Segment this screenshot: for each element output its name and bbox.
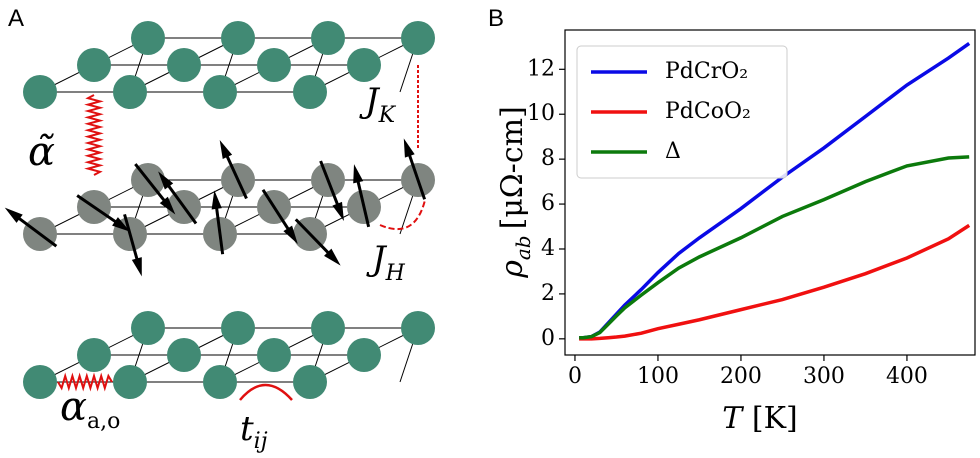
- atom: [401, 21, 435, 55]
- y-tick-label: 6: [541, 191, 555, 216]
- atom: [113, 365, 147, 399]
- atom: [131, 311, 165, 345]
- atom: [221, 311, 255, 345]
- y-axis-label: ρab [μΩ-cm]: [495, 106, 535, 279]
- atom: [167, 48, 201, 82]
- x-tick-label: 400: [886, 364, 928, 389]
- atom: [23, 75, 57, 109]
- x-tick-label: 0: [568, 364, 582, 389]
- symbol: J: [359, 81, 381, 121]
- subscript: a,o: [87, 409, 120, 434]
- coupling-label: αa,o: [60, 384, 120, 434]
- unit: [μΩ-cm]: [495, 106, 530, 229]
- spin-arrowhead: [112, 217, 131, 232]
- spin-arrowhead: [211, 190, 222, 210]
- atom: [131, 21, 165, 55]
- y-tick-label: 10: [527, 101, 555, 126]
- symbol: T: [722, 401, 744, 436]
- coupling-label: α̃: [28, 129, 55, 175]
- legend-label: PdCoO₂: [665, 99, 751, 124]
- spin-arrow: [319, 160, 342, 213]
- atom: [77, 48, 111, 82]
- spin-arrowhead: [158, 171, 174, 190]
- atom: [257, 48, 291, 82]
- subscript: K: [378, 103, 397, 128]
- x-tick-label: 100: [637, 364, 679, 389]
- panel-label: A: [8, 5, 24, 32]
- spin-arrowhead: [332, 201, 344, 222]
- x-tick-label: 200: [720, 364, 762, 389]
- coupling-link: [379, 199, 426, 230]
- x-tick-label: 300: [803, 364, 845, 389]
- y-tick-label: 2: [541, 281, 555, 306]
- y-tick-label: 12: [527, 56, 555, 81]
- spin-arrow: [123, 213, 141, 268]
- symbol: t: [240, 409, 254, 449]
- plot-frame: [564, 29, 976, 356]
- atom: [401, 311, 435, 345]
- symbol: α: [60, 384, 87, 430]
- subscript: ij: [254, 429, 268, 454]
- atom: [293, 365, 327, 399]
- atom: [23, 365, 57, 399]
- spin-arrow: [162, 178, 198, 225]
- coupling-label: JK: [359, 81, 397, 128]
- legend-box: [576, 45, 788, 179]
- spin-arrow: [405, 147, 427, 200]
- spin-arrow: [134, 163, 171, 208]
- spring: [84, 94, 104, 176]
- spin-arrowhead: [219, 139, 233, 160]
- spin-arrow: [294, 218, 335, 260]
- spin-arrowhead: [159, 196, 176, 215]
- symbol: J: [366, 239, 388, 279]
- data-line: [579, 223, 971, 341]
- y-tick-label: 8: [541, 146, 555, 171]
- legend-label: Δ: [665, 139, 681, 164]
- symbol: ρ: [495, 260, 530, 279]
- spin-arrowhead: [4, 207, 23, 223]
- spin-arrow: [261, 189, 294, 237]
- spin-arrowhead: [403, 138, 415, 158]
- unit: [K]: [752, 401, 798, 436]
- atom: [113, 75, 147, 109]
- subscript: ab: [511, 235, 535, 260]
- panel-label: B: [488, 5, 504, 32]
- spin-arrow: [11, 212, 58, 248]
- spin-arrow: [354, 173, 371, 228]
- spin-arrow: [214, 200, 225, 255]
- atom: [347, 48, 381, 82]
- subscript: H: [385, 261, 406, 286]
- spin-arrowhead: [283, 225, 298, 245]
- x-axis-label: T [K]: [722, 401, 797, 436]
- coupling-label: JH: [366, 239, 406, 286]
- atom: [221, 21, 255, 55]
- y-tick-label: 4: [541, 236, 555, 261]
- atom: [257, 338, 291, 372]
- spin-arrowhead: [324, 248, 341, 266]
- spin-arrowhead: [353, 164, 364, 184]
- y-tick-label: 0: [541, 326, 555, 351]
- atom: [77, 338, 111, 372]
- atom: [203, 75, 237, 109]
- atom: [347, 338, 381, 372]
- atom: [293, 75, 327, 109]
- coupling-link: [239, 383, 293, 401]
- spring: [57, 372, 113, 392]
- symbol: α̃: [28, 129, 55, 175]
- atom: [311, 21, 345, 55]
- data-line: [579, 155, 970, 340]
- legend-label: PdCrO₂: [665, 59, 748, 84]
- lattice-diagram: [4, 21, 435, 401]
- atom: [167, 338, 201, 372]
- spin-arrowhead: [131, 257, 142, 277]
- atom: [311, 311, 345, 345]
- atom: [203, 365, 237, 399]
- spin-arrow: [76, 194, 123, 228]
- coupling-label: tij: [240, 409, 268, 454]
- spin-arrow: [222, 148, 248, 200]
